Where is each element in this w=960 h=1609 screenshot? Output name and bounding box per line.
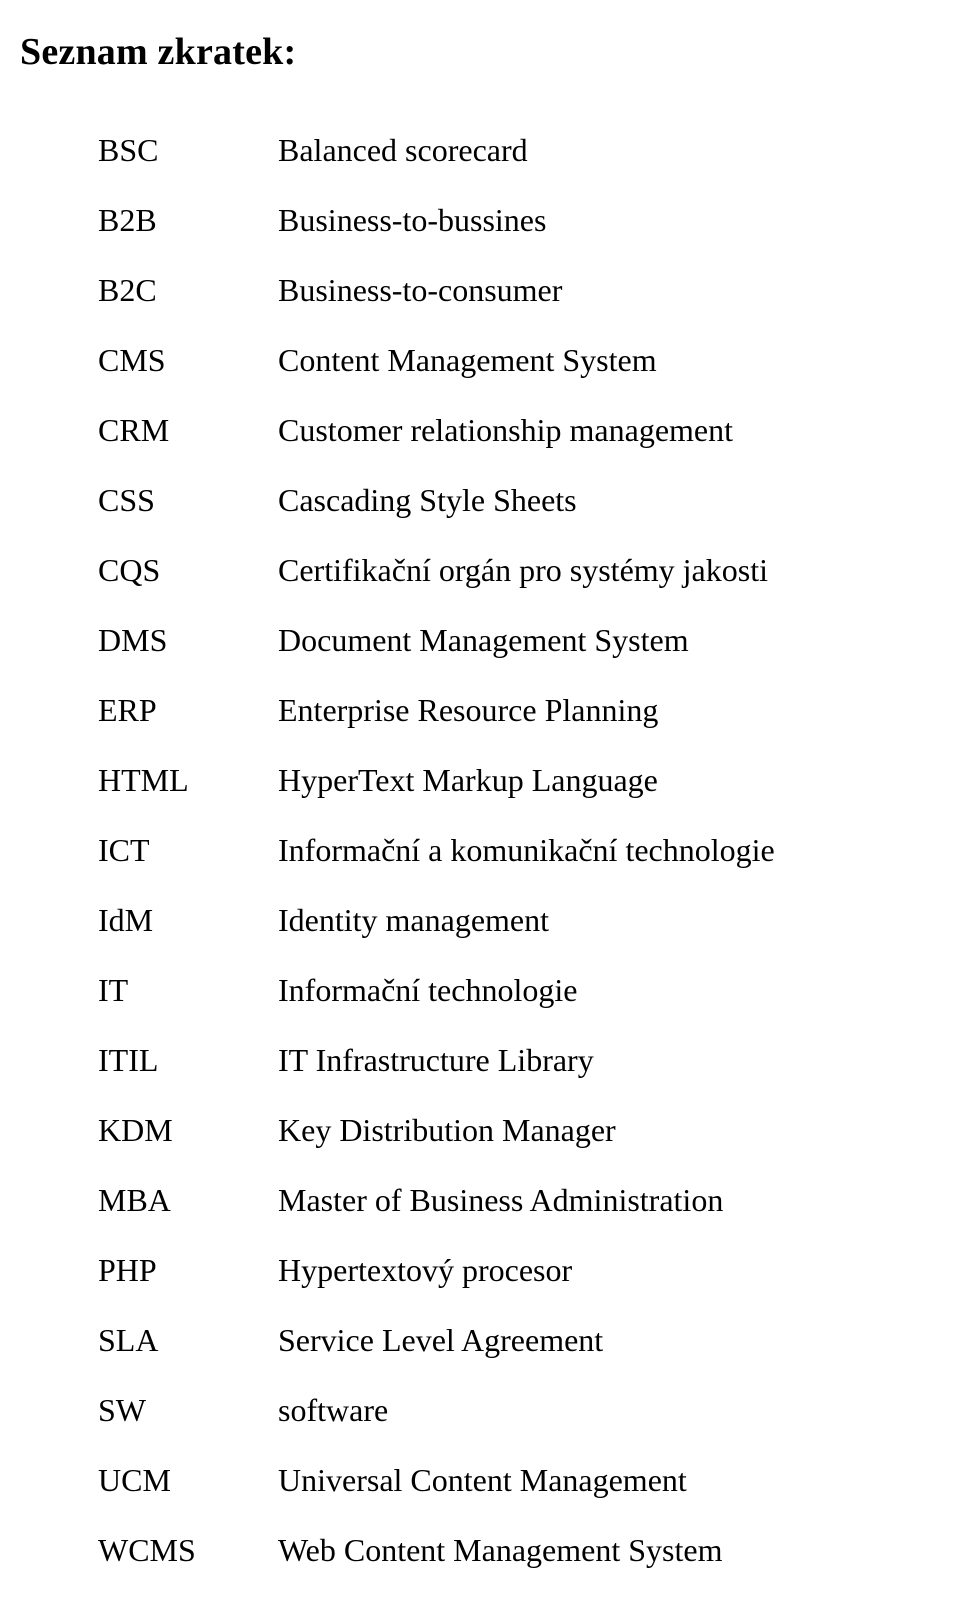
definition: IT Infrastructure Library [278, 1042, 594, 1079]
definition: Cascading Style Sheets [278, 482, 577, 519]
list-item: ERPEnterprise Resource Planning [98, 692, 920, 729]
definition: software [278, 1392, 388, 1429]
page-title: Seznam zkratek: [20, 30, 920, 74]
abbreviation: HTML [98, 762, 278, 799]
abbreviation: MBA [98, 1182, 278, 1219]
definition: Master of Business Administration [278, 1182, 723, 1219]
list-item: DMSDocument Management System [98, 622, 920, 659]
abbreviation-list: BSCBalanced scorecardB2BBusiness-to-buss… [98, 132, 920, 1569]
list-item: B2BBusiness-to-bussines [98, 202, 920, 239]
list-item: SLAService Level Agreement [98, 1322, 920, 1359]
list-item: B2CBusiness-to-consumer [98, 272, 920, 309]
list-item: WCMSWeb Content Management System [98, 1532, 920, 1569]
abbreviation: SW [98, 1392, 278, 1429]
list-item: MBAMaster of Business Administration [98, 1182, 920, 1219]
definition: Customer relationship management [278, 412, 733, 449]
abbreviation: DMS [98, 622, 278, 659]
list-item: BSCBalanced scorecard [98, 132, 920, 169]
definition: Informační a komunikační technologie [278, 832, 775, 869]
abbreviation: CQS [98, 552, 278, 589]
definition: Content Management System [278, 342, 657, 379]
abbreviation: ITIL [98, 1042, 278, 1079]
definition: Universal Content Management [278, 1462, 687, 1499]
definition: Enterprise Resource Planning [278, 692, 658, 729]
list-item: KDMKey Distribution Manager [98, 1112, 920, 1149]
definition: HyperText Markup Language [278, 762, 658, 799]
definition: Business-to-bussines [278, 202, 546, 239]
abbreviation: CSS [98, 482, 278, 519]
definition: Service Level Agreement [278, 1322, 603, 1359]
definition: Identity management [278, 902, 549, 939]
abbreviation: ICT [98, 832, 278, 869]
abbreviation: ERP [98, 692, 278, 729]
list-item: PHPHypertextový procesor [98, 1252, 920, 1289]
list-item: CRMCustomer relationship management [98, 412, 920, 449]
abbreviation: B2C [98, 272, 278, 309]
abbreviation: CRM [98, 412, 278, 449]
abbreviation: KDM [98, 1112, 278, 1149]
definition: Business-to-consumer [278, 272, 562, 309]
list-item: IdMIdentity management [98, 902, 920, 939]
definition: Key Distribution Manager [278, 1112, 616, 1149]
list-item: ITILIT Infrastructure Library [98, 1042, 920, 1079]
definition: Document Management System [278, 622, 689, 659]
definition: Informační technologie [278, 972, 577, 1009]
abbreviation: PHP [98, 1252, 278, 1289]
abbreviation: BSC [98, 132, 278, 169]
list-item: SWsoftware [98, 1392, 920, 1429]
definition: Balanced scorecard [278, 132, 528, 169]
list-item: CMSContent Management System [98, 342, 920, 379]
definition: Web Content Management System [278, 1532, 722, 1569]
list-item: CQSCertifikační orgán pro systémy jakost… [98, 552, 920, 589]
abbreviation: IT [98, 972, 278, 1009]
abbreviation: IdM [98, 902, 278, 939]
list-item: ICTInformační a komunikační technologie [98, 832, 920, 869]
list-item: CSSCascading Style Sheets [98, 482, 920, 519]
list-item: UCMUniversal Content Management [98, 1462, 920, 1499]
abbreviation: SLA [98, 1322, 278, 1359]
list-item: ITInformační technologie [98, 972, 920, 1009]
abbreviation: UCM [98, 1462, 278, 1499]
abbreviation: CMS [98, 342, 278, 379]
list-item: HTMLHyperText Markup Language [98, 762, 920, 799]
definition: Hypertextový procesor [278, 1252, 572, 1289]
abbreviation: B2B [98, 202, 278, 239]
definition: Certifikační orgán pro systémy jakosti [278, 552, 768, 589]
abbreviation: WCMS [98, 1532, 278, 1569]
